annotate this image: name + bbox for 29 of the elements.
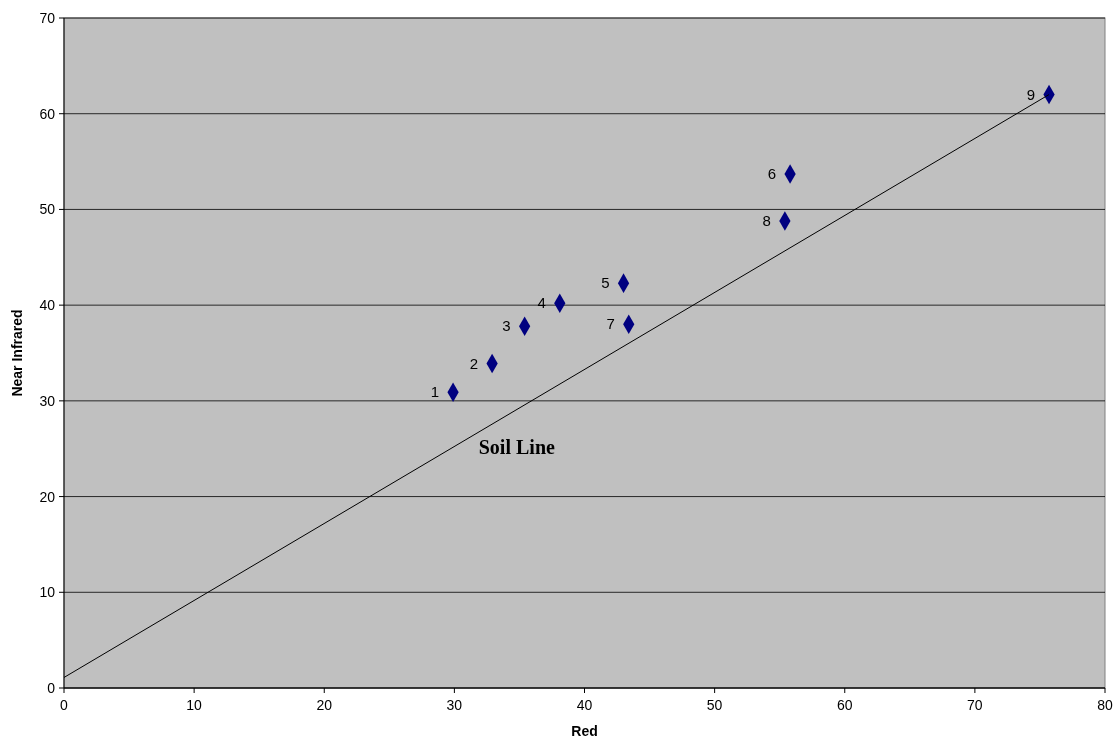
x-axis-title: Red bbox=[571, 723, 598, 739]
annotation: 3 bbox=[502, 317, 511, 335]
y-tick-label: 30 bbox=[39, 392, 56, 409]
annotation: 6 bbox=[767, 165, 777, 183]
annotation: 7 bbox=[606, 315, 615, 333]
x-tick-label: 40 bbox=[576, 697, 593, 713]
y-tick-label: 60 bbox=[39, 105, 56, 122]
annotation: 4 bbox=[537, 294, 546, 312]
annotation: 8 bbox=[762, 211, 771, 229]
y-tick-label: 70 bbox=[39, 10, 56, 26]
x-tick-label: 70 bbox=[967, 697, 983, 713]
x-tick-label: 50 bbox=[706, 697, 723, 713]
y-tick-label: 0 bbox=[47, 680, 56, 696]
annotation: 2 bbox=[469, 354, 479, 372]
x-tick-label: 0 bbox=[60, 697, 69, 713]
y-tick-label: 20 bbox=[39, 488, 56, 505]
y-tick-label: 10 bbox=[39, 584, 56, 601]
x-tick-label: 20 bbox=[316, 697, 333, 713]
annotation: 1 bbox=[430, 383, 440, 401]
y-tick-label: 50 bbox=[39, 201, 56, 218]
y-axis-title: Near Infrared bbox=[9, 309, 25, 397]
annotation: 9 bbox=[1026, 85, 1036, 103]
x-tick-label: 10 bbox=[186, 697, 203, 713]
annotation: Soil Line bbox=[478, 435, 556, 458]
y-tick-label: 40 bbox=[39, 297, 56, 314]
annotation: 5 bbox=[601, 274, 610, 292]
x-tick-label: 30 bbox=[446, 697, 463, 713]
x-tick-label: 80 bbox=[1097, 697, 1113, 713]
x-tick-label: 60 bbox=[836, 697, 853, 713]
